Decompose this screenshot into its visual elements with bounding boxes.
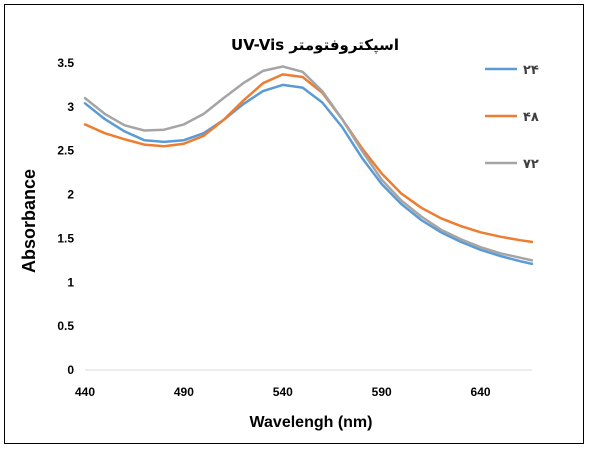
series-line-1 (83, 83, 534, 266)
y-tick-labels: 0 0.5 1 1.5 2 2.5 3 3.5 (57, 56, 74, 377)
y-tick-label: 3 (67, 100, 74, 114)
y-tick-label: 1 (67, 275, 74, 289)
x-tick-label: 490 (174, 385, 194, 399)
chart-frame: اسپکتروفتومتر UV-Vis 0 0.5 1 1.5 2 2.5 3 3.5 44… (4, 4, 584, 444)
y-tick-label: 1.5 (57, 231, 74, 245)
y-tick-label: 0.5 (57, 319, 74, 333)
legend-label: ۲۴ (523, 63, 539, 78)
chart-svg: اسپکتروفتومتر UV-Vis 0 0.5 1 1.5 2 2.5 3 3.5 44… (19, 36, 539, 431)
chart-title: اسپکتروفتومتر UV-Vis (231, 36, 399, 55)
legend-label: ۷۲ (523, 157, 539, 172)
legend: ۲۴ ۴۸ ۷۲ (485, 63, 539, 172)
x-tick-label: 440 (75, 385, 95, 399)
x-tick-label: 540 (273, 385, 293, 399)
series-line-2 (83, 73, 534, 244)
x-tick-label: 640 (471, 385, 491, 399)
y-tick-label: 0 (67, 363, 74, 377)
series-layer (83, 65, 534, 266)
x-tick-label: 590 (372, 385, 392, 399)
y-tick-label: 2 (67, 188, 74, 202)
series-line-3 (83, 65, 534, 262)
y-tick-label: 2.5 (57, 144, 74, 158)
x-tick-labels: 440 490 540 590 640 (75, 385, 491, 399)
legend-label: ۴۸ (523, 110, 539, 125)
x-axis-label: Wavelengh (nm) (250, 414, 373, 431)
y-axis-label: Absorbance (19, 169, 39, 273)
y-tick-label: 3.5 (57, 56, 74, 70)
